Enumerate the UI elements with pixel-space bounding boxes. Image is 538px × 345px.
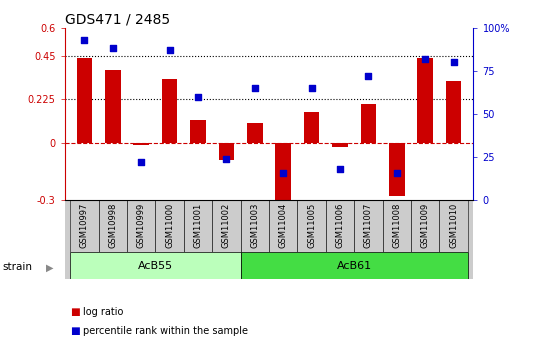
Bar xyxy=(269,200,298,252)
Text: AcB61: AcB61 xyxy=(337,261,372,270)
Point xyxy=(307,85,316,91)
Bar xyxy=(275,142,291,206)
Text: GSM11006: GSM11006 xyxy=(336,203,344,248)
Text: GSM10998: GSM10998 xyxy=(108,203,117,248)
Text: ▶: ▶ xyxy=(46,263,53,272)
Bar xyxy=(212,200,240,252)
Point xyxy=(109,46,117,51)
Bar xyxy=(383,200,411,252)
Text: GSM11005: GSM11005 xyxy=(307,203,316,248)
Text: GSM11001: GSM11001 xyxy=(194,203,202,248)
Bar xyxy=(70,200,98,252)
Bar xyxy=(190,120,206,142)
Bar xyxy=(184,200,212,252)
Bar xyxy=(417,58,433,142)
Bar xyxy=(240,200,269,252)
Bar xyxy=(98,200,127,252)
Bar xyxy=(446,81,462,142)
Bar xyxy=(162,79,178,142)
Bar xyxy=(304,112,320,142)
Point xyxy=(80,37,89,42)
Bar xyxy=(133,142,149,145)
Point xyxy=(194,94,202,99)
Point xyxy=(222,156,231,161)
Text: GSM11007: GSM11007 xyxy=(364,203,373,248)
Bar xyxy=(70,252,240,279)
Bar xyxy=(411,200,440,252)
Text: GDS471 / 2485: GDS471 / 2485 xyxy=(65,12,169,27)
Bar xyxy=(155,200,184,252)
Bar xyxy=(218,142,234,160)
Bar xyxy=(389,142,405,196)
Text: GSM11002: GSM11002 xyxy=(222,203,231,248)
Text: GSM11009: GSM11009 xyxy=(421,203,430,248)
Bar xyxy=(240,252,468,279)
Point xyxy=(165,47,174,53)
Text: GSM11003: GSM11003 xyxy=(250,203,259,248)
Bar xyxy=(360,104,376,142)
Text: ■: ■ xyxy=(70,307,80,317)
Text: GSM11000: GSM11000 xyxy=(165,203,174,248)
Point xyxy=(137,159,145,165)
Point xyxy=(449,59,458,65)
Bar xyxy=(298,200,326,252)
Point xyxy=(364,73,373,79)
Text: strain: strain xyxy=(3,263,33,272)
Text: log ratio: log ratio xyxy=(83,307,124,317)
Bar xyxy=(105,70,121,142)
Bar xyxy=(332,142,348,147)
Text: GSM11004: GSM11004 xyxy=(279,203,288,248)
Text: GSM11008: GSM11008 xyxy=(392,203,401,248)
Point xyxy=(421,56,429,61)
Bar xyxy=(440,200,468,252)
Text: GSM11010: GSM11010 xyxy=(449,203,458,248)
Point xyxy=(336,166,344,172)
Point xyxy=(393,170,401,175)
Text: GSM10997: GSM10997 xyxy=(80,203,89,248)
Text: percentile rank within the sample: percentile rank within the sample xyxy=(83,326,249,336)
Point xyxy=(279,170,287,175)
Bar xyxy=(76,58,92,142)
Bar xyxy=(326,200,354,252)
Bar xyxy=(127,200,155,252)
Bar xyxy=(354,200,383,252)
Point xyxy=(251,85,259,91)
Text: AcB55: AcB55 xyxy=(138,261,173,270)
Bar xyxy=(247,124,263,142)
Text: GSM10999: GSM10999 xyxy=(137,203,146,248)
Text: ■: ■ xyxy=(70,326,80,336)
